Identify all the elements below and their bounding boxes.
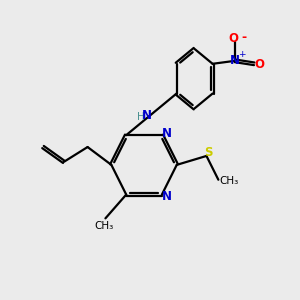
Text: -: - bbox=[242, 31, 247, 44]
Text: H: H bbox=[136, 112, 144, 122]
Text: N: N bbox=[142, 109, 152, 122]
Text: N: N bbox=[162, 127, 172, 140]
Text: +: + bbox=[238, 50, 245, 59]
Text: S: S bbox=[205, 146, 213, 160]
Text: N: N bbox=[162, 190, 172, 202]
Text: N: N bbox=[230, 54, 240, 67]
Text: CH₃: CH₃ bbox=[94, 221, 114, 231]
Text: O: O bbox=[255, 58, 265, 71]
Text: CH₃: CH₃ bbox=[219, 176, 239, 186]
Text: O: O bbox=[228, 32, 239, 45]
